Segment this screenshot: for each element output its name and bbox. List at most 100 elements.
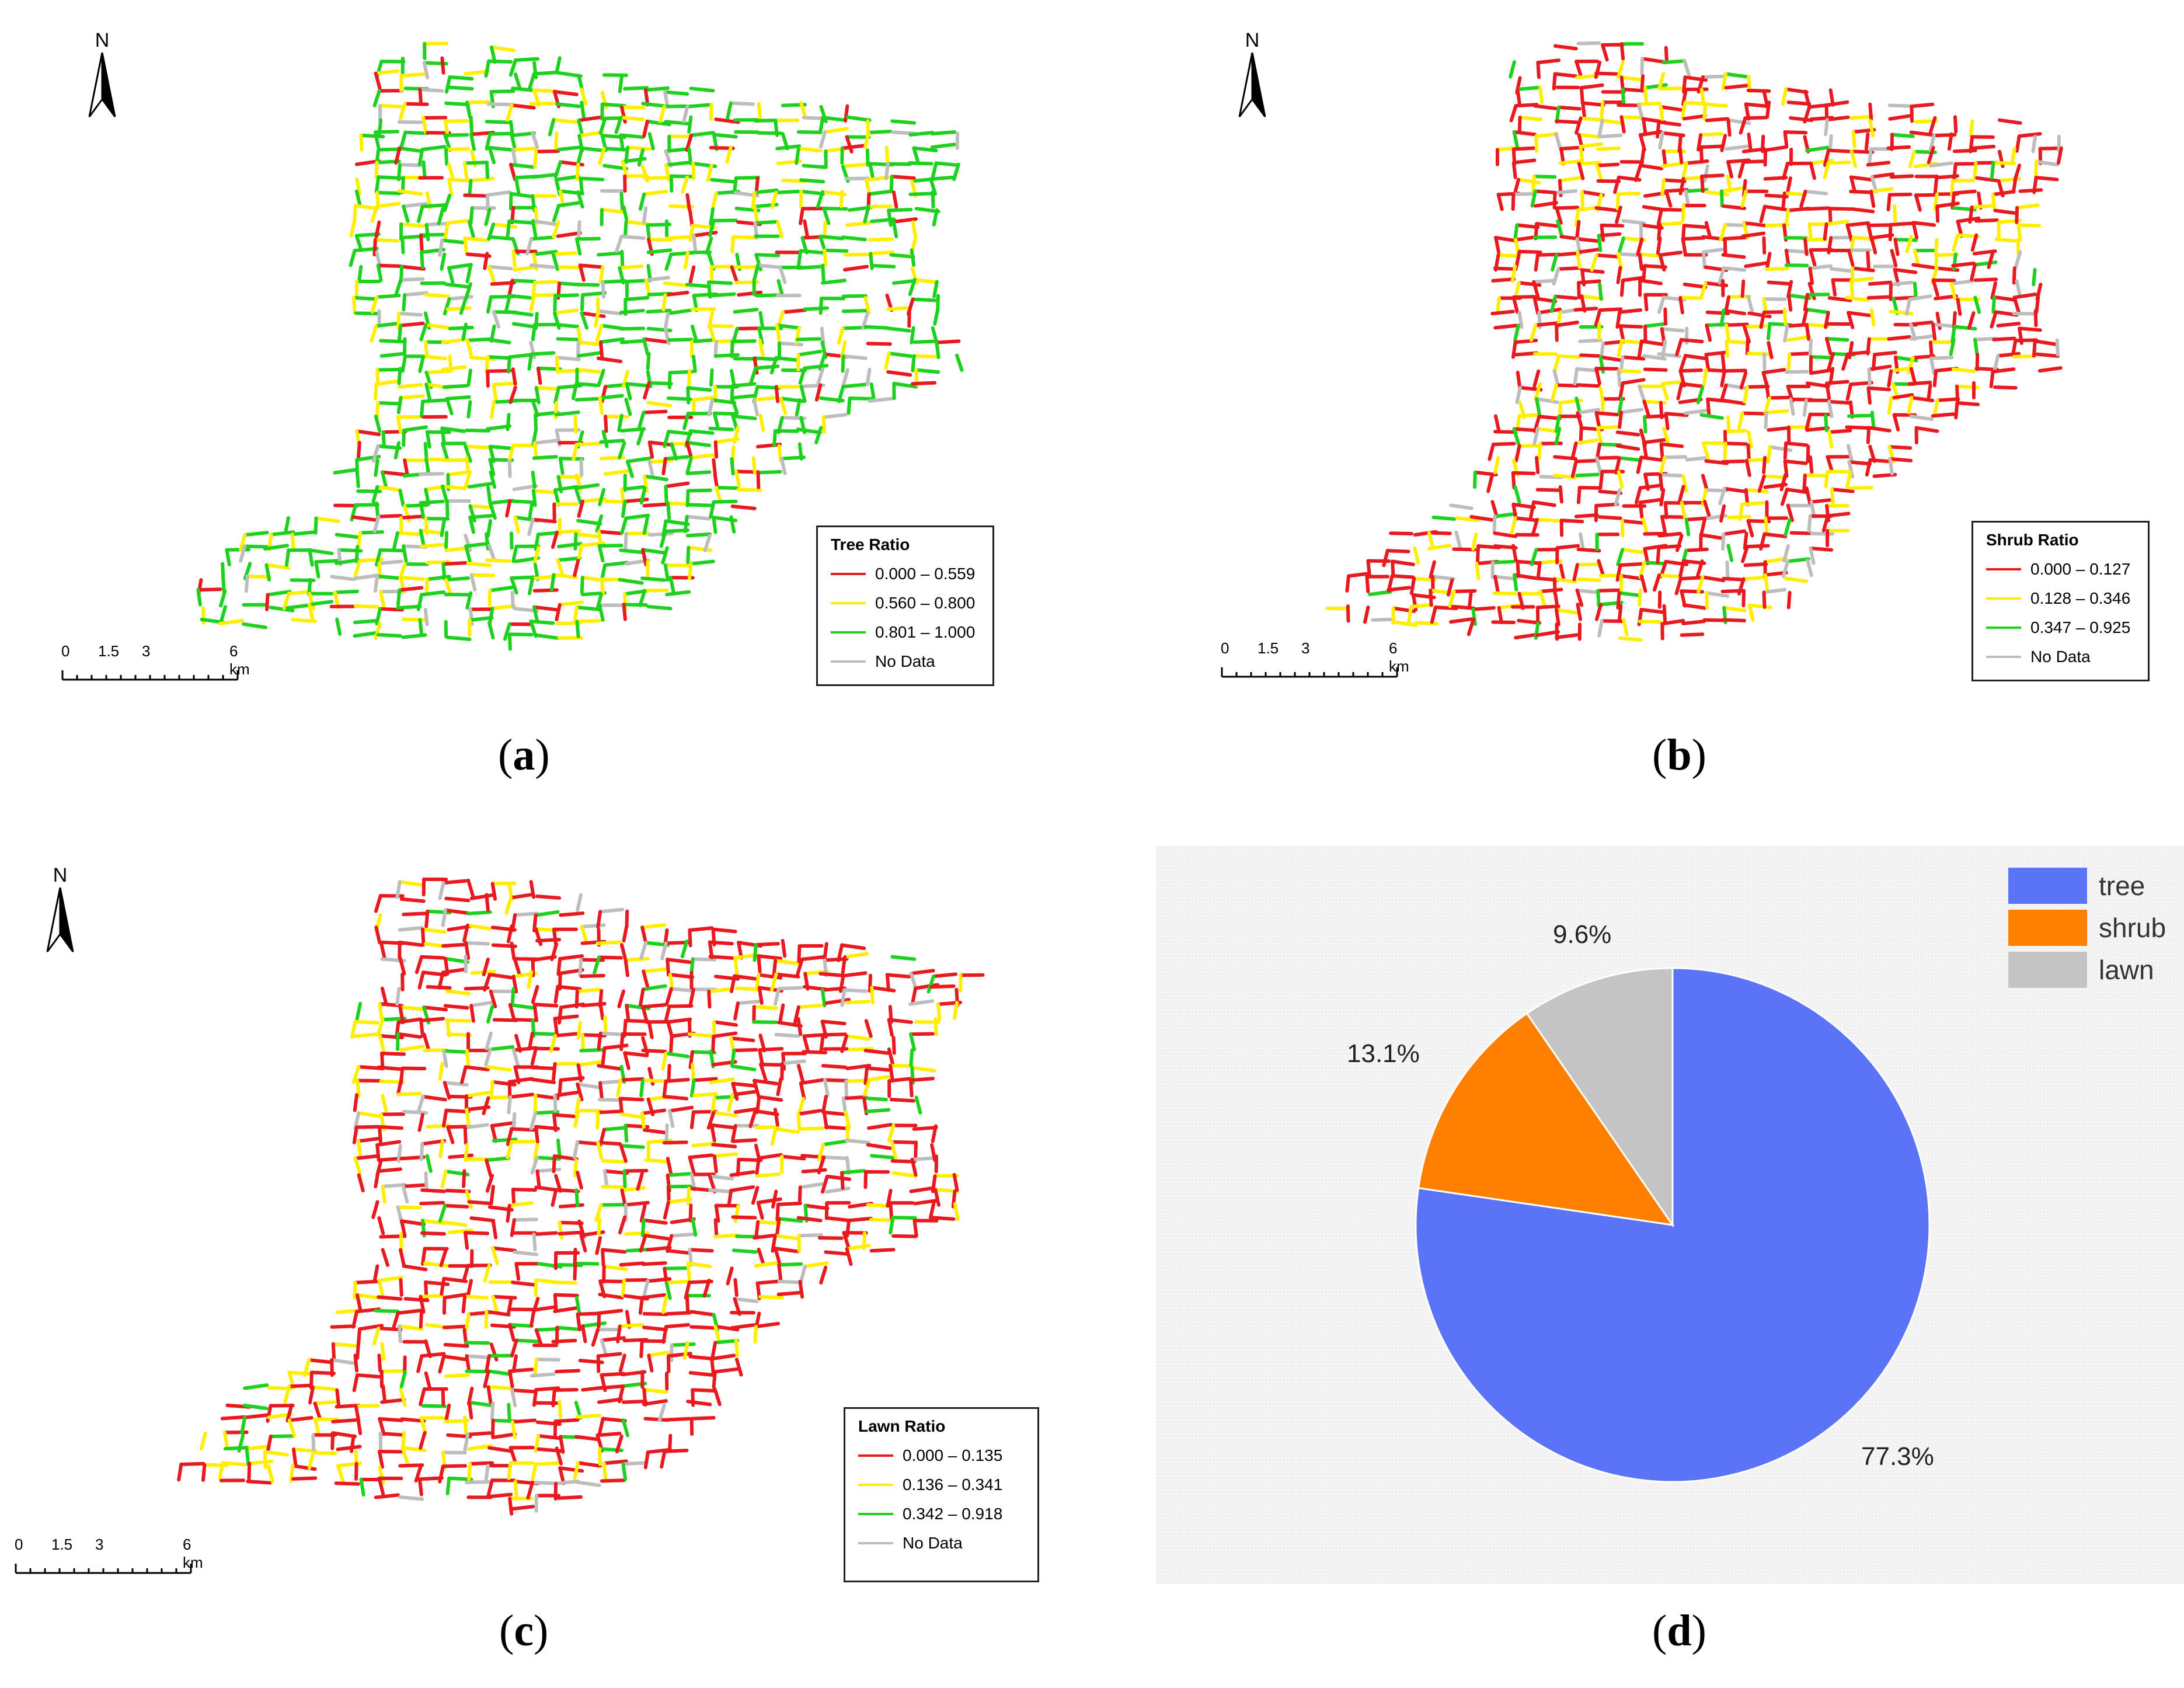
road-segment	[416, 1095, 425, 1114]
road-segment	[573, 1261, 577, 1281]
road-segment	[464, 1231, 469, 1250]
road-segment	[314, 560, 321, 579]
road-segment	[1555, 323, 1559, 342]
road-segment	[1660, 514, 1667, 534]
road-segment	[800, 955, 826, 962]
road-segment	[422, 1032, 431, 1052]
road-segment	[531, 958, 535, 977]
road-segment	[532, 71, 558, 76]
road-segment	[577, 130, 604, 138]
road-segment	[1679, 337, 1704, 343]
road-segment	[484, 59, 491, 78]
road-segment	[532, 88, 558, 93]
road-segment	[529, 263, 556, 269]
road-segment	[623, 1200, 650, 1207]
road-segment	[1652, 573, 1661, 592]
scale-tick-label: 0	[15, 1536, 23, 1553]
road-segment	[1998, 118, 2022, 125]
road-segment	[580, 925, 588, 944]
road-segment	[1968, 205, 1974, 224]
road-segment	[401, 1431, 406, 1450]
road-segment	[508, 162, 517, 182]
road-segment	[1789, 397, 1795, 416]
road-segment	[666, 1157, 673, 1176]
road-segment	[1722, 368, 1747, 373]
road-segment	[379, 590, 386, 608]
north-label: N	[53, 864, 68, 886]
road-segment	[614, 116, 623, 134]
road-segment	[647, 458, 674, 464]
road-segment	[1746, 519, 1754, 538]
road-segment	[618, 75, 623, 93]
road-segment	[287, 1370, 314, 1376]
road-segment	[618, 264, 644, 270]
road-segment	[687, 115, 693, 134]
road-segment	[1741, 545, 1749, 563]
road-segment	[1763, 573, 1770, 592]
road-segment	[773, 1108, 779, 1127]
road-segment	[708, 940, 734, 946]
road-segment	[729, 101, 755, 106]
road-segment	[581, 1321, 607, 1328]
road-segment	[1762, 455, 1767, 475]
road-segment	[823, 1078, 849, 1083]
road-segment	[709, 1077, 735, 1085]
road-segment	[1699, 132, 1723, 137]
road-segment	[1931, 278, 1956, 283]
road-segment	[618, 1097, 624, 1116]
road-segment	[818, 130, 827, 149]
road-segment	[953, 1202, 960, 1221]
legend-swatch	[831, 660, 866, 663]
road-segment	[1788, 351, 1812, 356]
road-segment	[1596, 426, 1603, 445]
road-segment	[730, 1064, 757, 1071]
road-segment	[886, 162, 912, 166]
road-segment	[1764, 516, 1769, 535]
road-segment	[508, 162, 535, 169]
road-segment	[865, 1108, 891, 1113]
road-segment	[511, 148, 518, 167]
road-segment	[708, 324, 716, 343]
road-segment	[707, 398, 715, 417]
legend-swatch	[1986, 568, 2021, 570]
road-segment	[335, 1388, 341, 1408]
road-segment	[532, 1305, 558, 1312]
road-segment	[754, 1261, 780, 1268]
road-segment	[642, 119, 649, 138]
road-segment	[1554, 608, 1561, 627]
road-segment	[487, 621, 495, 640]
scale-tick-label: 1.5	[1258, 639, 1279, 657]
road-segment	[1989, 370, 1995, 388]
road-segment	[466, 1279, 473, 1298]
pie-legend-item-tree: tree	[2008, 868, 2145, 904]
road-segment	[1514, 249, 1521, 269]
road-segment	[661, 1051, 668, 1071]
road-segment	[1513, 223, 1519, 242]
road-segment	[1909, 130, 1934, 137]
road-segment	[381, 1248, 390, 1267]
road-segment	[440, 1276, 446, 1296]
road-segment	[844, 1034, 871, 1041]
road-segment	[837, 385, 845, 403]
road-segment	[1825, 380, 1849, 385]
road-segment	[556, 542, 583, 549]
road-segment	[663, 563, 670, 582]
road-segment	[574, 532, 600, 538]
slice-label-tree: 77.3%	[1861, 1442, 1934, 1471]
road-segment	[441, 337, 467, 344]
road-segment	[534, 1110, 560, 1115]
road-segment	[573, 1461, 580, 1480]
road-segment	[1554, 131, 1562, 151]
road-segment	[1892, 413, 1900, 431]
road-segment	[867, 189, 893, 196]
road-segment	[1680, 632, 1705, 637]
road-segment	[710, 177, 736, 184]
road-segment	[553, 1094, 558, 1113]
road-segment	[843, 952, 869, 959]
road-segment	[1721, 72, 1727, 91]
road-segment	[1970, 263, 1977, 281]
road-segment	[1696, 386, 1705, 405]
road-segment	[534, 1278, 538, 1297]
road-segment	[713, 1367, 739, 1374]
road-segment	[533, 545, 541, 565]
